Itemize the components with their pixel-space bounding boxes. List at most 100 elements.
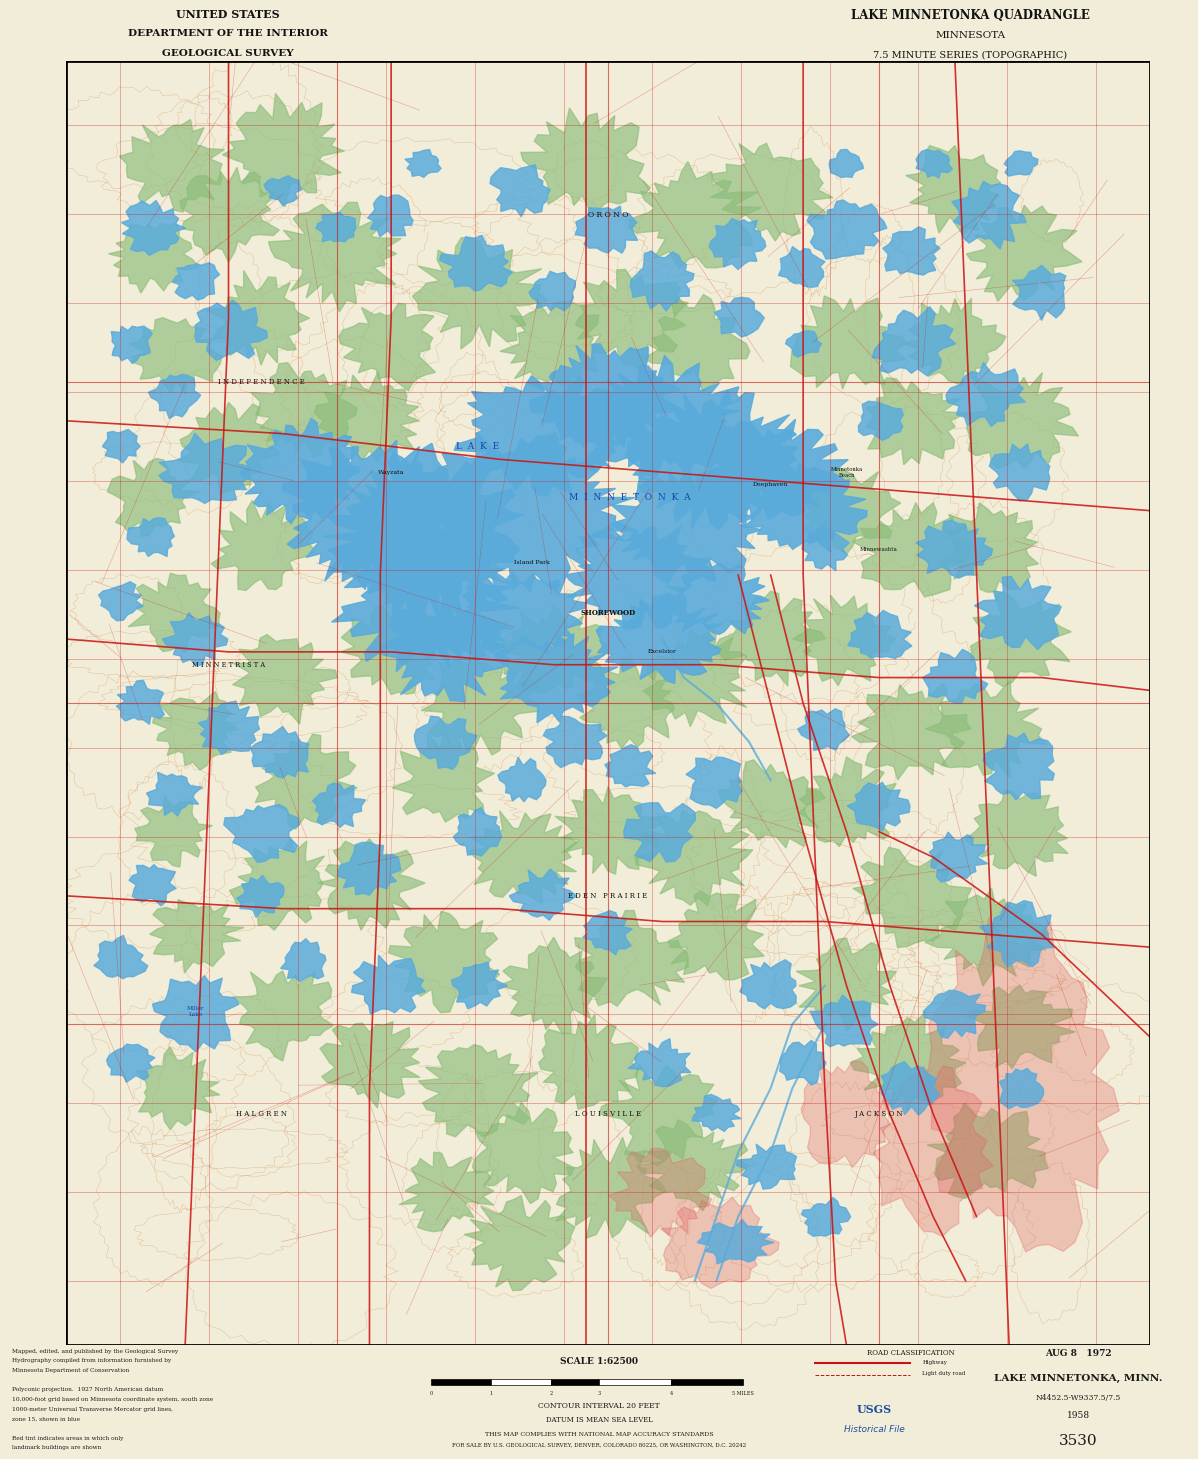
Polygon shape [404,432,639,595]
Polygon shape [135,1048,220,1129]
Polygon shape [236,875,284,918]
Text: 3530: 3530 [1059,1434,1097,1447]
Polygon shape [152,976,240,1052]
Polygon shape [851,1011,966,1112]
Polygon shape [280,938,326,982]
Polygon shape [179,403,282,495]
Polygon shape [316,212,356,242]
Polygon shape [568,355,751,480]
Text: MINNESOTA: MINNESOTA [936,31,1005,39]
Polygon shape [98,582,143,620]
Polygon shape [340,605,443,694]
Polygon shape [577,658,674,748]
Polygon shape [599,1065,718,1166]
Text: H A L G R E N: H A L G R E N [236,1110,286,1118]
Polygon shape [666,563,769,635]
Polygon shape [793,595,895,686]
Polygon shape [556,1137,666,1239]
Polygon shape [320,1021,420,1107]
Polygon shape [946,362,1025,426]
Text: L O U I S V I L L E: L O U I S V I L L E [575,1110,641,1118]
Text: M I N N E T R I S T A: M I N N E T R I S T A [192,661,265,668]
Polygon shape [388,912,500,1013]
Polygon shape [283,441,452,589]
Text: Deephaven: Deephaven [754,483,788,487]
Polygon shape [966,789,1067,877]
Polygon shape [930,832,987,881]
Text: LAKE MINNETONKA, MINN.: LAKE MINNETONKA, MINN. [994,1374,1162,1383]
Polygon shape [418,1045,538,1137]
Polygon shape [852,684,972,781]
Polygon shape [250,363,357,457]
Polygon shape [847,782,910,832]
Polygon shape [853,848,972,947]
Polygon shape [629,162,762,268]
Text: J A C K S O N: J A C K S O N [854,1110,903,1118]
Polygon shape [873,1067,993,1237]
Text: SHOREWOOD: SHOREWOOD [580,610,636,617]
Polygon shape [940,503,1039,592]
Polygon shape [628,1039,691,1087]
Polygon shape [583,910,633,954]
Polygon shape [368,196,413,236]
Bar [551,1379,599,1385]
Polygon shape [916,521,992,578]
Polygon shape [779,247,825,287]
Polygon shape [465,1196,575,1291]
Text: O R O N O: O R O N O [588,212,628,219]
Polygon shape [180,168,279,263]
Polygon shape [121,200,186,255]
Polygon shape [375,547,454,607]
Polygon shape [797,467,901,554]
Polygon shape [801,1061,895,1167]
Polygon shape [696,419,849,521]
Text: N4452.5-W9337.5/7.5: N4452.5-W9337.5/7.5 [1035,1395,1121,1402]
Polygon shape [528,344,680,448]
Polygon shape [338,842,401,894]
Polygon shape [399,1153,494,1231]
Text: Wayzata: Wayzata [377,470,405,474]
Polygon shape [810,995,878,1046]
Polygon shape [162,613,228,665]
Polygon shape [131,318,222,394]
Polygon shape [495,633,618,722]
Polygon shape [798,709,849,750]
Polygon shape [195,301,267,360]
Polygon shape [440,235,513,290]
Polygon shape [927,1103,1048,1198]
Text: DATUM IS MEAN SEA LEVEL: DATUM IS MEAN SEA LEVEL [545,1415,653,1424]
Text: zone 15, shown in blue: zone 15, shown in blue [12,1417,80,1421]
Text: Historical File: Historical File [845,1425,904,1434]
Text: THIS MAP COMPLIES WITH NATIONAL MAP ACCURACY STANDARDS: THIS MAP COMPLIES WITH NATIONAL MAP ACCU… [485,1431,713,1437]
Polygon shape [380,594,509,702]
Polygon shape [206,270,309,365]
Polygon shape [323,444,524,626]
Text: Hydrography compiled from information furnished by: Hydrography compiled from information fu… [12,1358,171,1363]
Text: 3: 3 [598,1390,600,1396]
Polygon shape [134,797,212,867]
Polygon shape [108,223,199,293]
Polygon shape [392,732,495,821]
Polygon shape [709,219,766,270]
Polygon shape [625,390,799,530]
Polygon shape [539,1014,639,1109]
Polygon shape [199,702,260,754]
Polygon shape [129,865,176,906]
Bar [491,1379,551,1385]
Polygon shape [610,471,762,584]
Polygon shape [848,610,912,658]
Polygon shape [852,502,969,597]
Polygon shape [916,149,952,178]
Text: Light duty road: Light duty road [922,1371,966,1376]
Text: 2: 2 [550,1390,552,1396]
Polygon shape [412,509,503,588]
Polygon shape [472,1103,574,1204]
Polygon shape [795,938,896,1032]
Text: Minnetonka
Beach: Minnetonka Beach [830,467,863,477]
Polygon shape [455,572,586,658]
Polygon shape [150,900,244,973]
Polygon shape [241,419,361,524]
Polygon shape [108,458,199,537]
Polygon shape [605,744,655,786]
Polygon shape [922,649,988,703]
